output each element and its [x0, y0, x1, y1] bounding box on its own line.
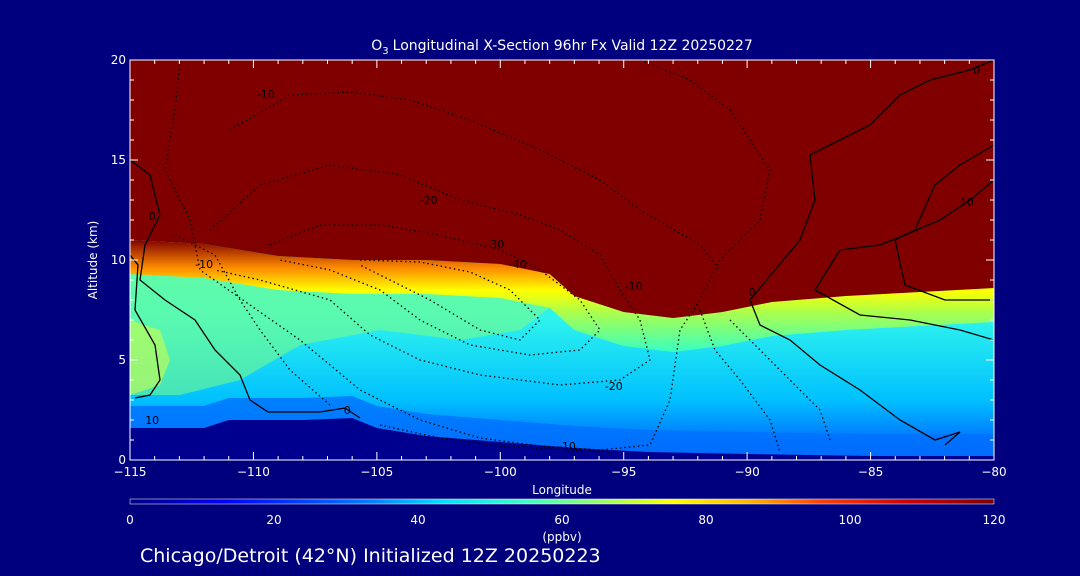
contour-minus-west	[174, 234, 331, 406]
contour-label: 0	[344, 404, 351, 417]
contour-label: -10	[558, 440, 576, 453]
x-tick-label: −90	[734, 465, 759, 479]
contour-minus-surface	[379, 424, 611, 453]
contour-label: 10	[145, 414, 159, 427]
contour-label: 0	[973, 64, 980, 77]
y-axis: 0 5 10 15 20	[111, 53, 994, 467]
solid-contours	[130, 60, 994, 446]
contour-label: -20	[420, 194, 438, 207]
contour-zero-east-upper	[749, 60, 994, 301]
x-tick-label: −105	[360, 465, 393, 479]
contour-minus40	[359, 259, 541, 341]
contour-zero-west	[130, 159, 269, 413]
x-tick-label: −100	[484, 465, 517, 479]
initialization-footer: Chicago/Detroit (42°N) Initialized 12Z 2…	[140, 545, 601, 567]
title-species: O	[371, 38, 382, 54]
contour-label: -20	[605, 380, 623, 393]
y-tick-label: 15	[111, 153, 126, 167]
contour-ten-east	[814, 179, 994, 341]
colorbar-tick-label: 0	[126, 513, 134, 527]
colorbar-tick-label: 100	[839, 513, 862, 527]
title-subscript: 3	[382, 46, 388, 57]
title-main: Longitudinal X-Section 96hr Fx Valid 12Z…	[393, 38, 753, 54]
colorbar-unit-label: (ppbv)	[542, 530, 581, 544]
terrain-below-ground	[130, 418, 994, 460]
colorbar-tick-label: 40	[410, 513, 425, 527]
colorbar-gradient	[129, 498, 995, 505]
chart-title: O3 Longitudinal X-Section 96hr Fx Valid 1…	[371, 38, 753, 57]
x-axis: −115 −110 −105 −100 −95 −90 −85 −80	[114, 60, 1007, 479]
x-tick-label: −110	[237, 465, 270, 479]
contour-label: 10	[960, 196, 974, 209]
colorbar: 0 20 40 60 80 100 120 (ppbv)	[126, 498, 1005, 544]
colorbar-tick-label: 80	[698, 513, 713, 527]
x-tick-label: −80	[981, 465, 1006, 479]
x-tick-label: −85	[858, 465, 883, 479]
x-tick-label: −115	[114, 465, 147, 479]
near-surface-blue-layer	[130, 396, 994, 456]
colorbar-ticks: 0 20 40 60 80 100 120	[126, 513, 1005, 527]
x-axis-label: Longitude	[532, 483, 592, 497]
contour-label: 0	[749, 286, 756, 299]
contour-label: -30	[486, 238, 504, 251]
colorbar-tick-label: 20	[266, 513, 281, 527]
y-tick-label: 10	[111, 253, 126, 267]
y-tick-label: 20	[111, 53, 126, 67]
y-tick-label: 5	[118, 353, 126, 367]
stratosphere-field	[130, 60, 994, 318]
contour-minus10-upper	[229, 91, 721, 271]
contour-surface-zero	[268, 407, 361, 419]
contour-label: -10	[195, 258, 213, 271]
contour-minus-east-1	[699, 309, 781, 453]
stratospheric-intrusion-gradient	[130, 240, 994, 352]
contour-zero-east-lower	[749, 299, 961, 446]
y-tick-label: 0	[118, 453, 126, 467]
contour-minus-east-2	[729, 319, 831, 441]
contour-ten-west	[130, 254, 161, 399]
contour-label: -40	[509, 258, 527, 271]
colorbar-tick-label: 120	[983, 513, 1006, 527]
y-axis-label: Altitude (km)	[86, 221, 100, 300]
x-tick-label: −95	[611, 465, 636, 479]
contour-label: -10	[257, 88, 275, 101]
dotted-contours	[164, 60, 831, 453]
colorbar-tick-label: 60	[554, 513, 569, 527]
contour-label: -10	[625, 280, 643, 293]
plot-area: -10 0 -20 10 -30 -40 -10 -10 0 0 -20 10 0 -10	[130, 60, 994, 460]
contour-ten-east-inner	[894, 144, 994, 301]
contour-labels: -10 0 -20 10 -30 -40 -10 -10 0 0 -20 10 0 -10	[145, 64, 980, 453]
contour-label: 0	[149, 210, 156, 223]
